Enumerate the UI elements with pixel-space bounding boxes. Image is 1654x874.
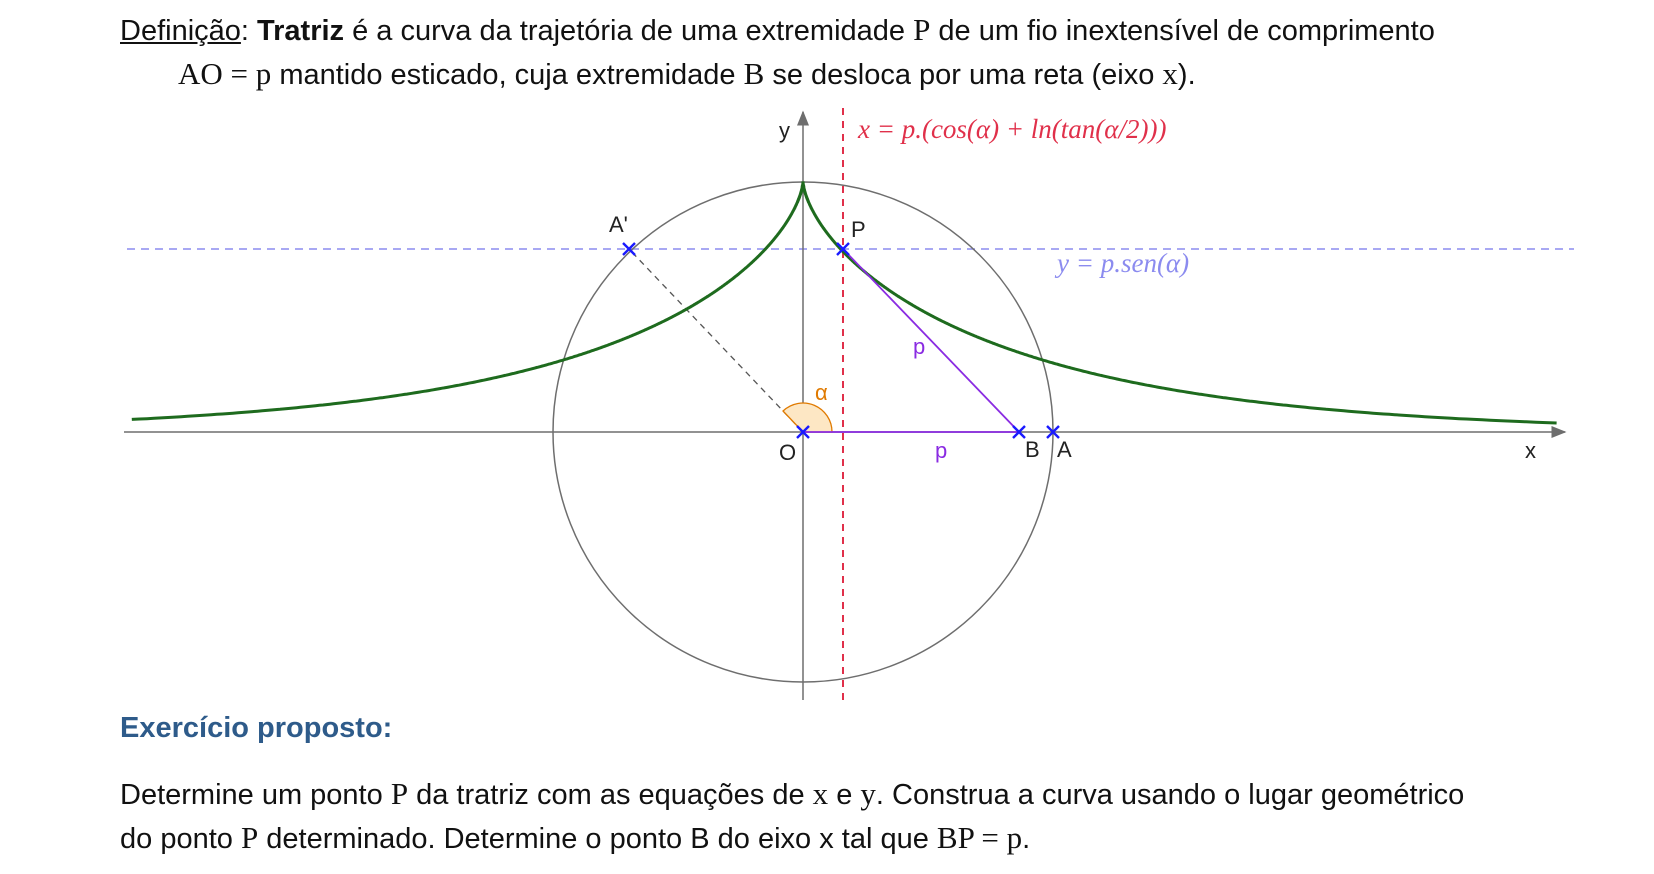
exercise-line-1: Determine um ponto P da tratriz com as e…: [120, 772, 1464, 817]
exercise-text-2-end: .: [1022, 823, 1031, 855]
definition-text-2-mid: se desloca por uma reta (eixo: [764, 59, 1163, 91]
definition-text-1: é a curva da trajetória de uma extremida…: [344, 15, 914, 47]
y-axis-label: y: [779, 118, 790, 143]
segment-p-b: [842, 248, 1020, 433]
axis-x-ref: x: [1162, 56, 1178, 91]
point-a-prime-marker: [622, 242, 636, 256]
label-p-segment-ob: p: [935, 438, 947, 463]
exercise-line-2: do ponto P determinado. Determine o pont…: [120, 816, 1030, 861]
point-a-marker: [1046, 425, 1060, 439]
label-a-prime: A': [609, 212, 628, 237]
tratriz-name: Tratriz: [257, 15, 345, 47]
x-equation-label: x = p.(cos(α) + ln(tan(α/2))): [857, 114, 1166, 144]
label-a: A: [1057, 437, 1072, 462]
definition-text-1-end: de um fio inextensível de comprimento: [930, 15, 1435, 47]
label-p: P: [851, 217, 866, 242]
point-o-marker: [796, 425, 810, 439]
label-p-segment-pb: p: [913, 334, 925, 359]
label-b: B: [1025, 437, 1040, 462]
exercise-y: y: [860, 776, 876, 811]
label-o: O: [779, 440, 796, 465]
definition-text-2-end: ).: [1177, 59, 1196, 91]
exercise-title: Exercício proposto:: [120, 712, 393, 744]
definition-text-2: mantido esticado, cuja extremidade: [271, 59, 744, 91]
exercise-text-1b: da tratriz com as equações de: [408, 779, 813, 811]
exercise-text-1c: . Construa a curva usando o lugar geomét…: [875, 779, 1465, 811]
point-b-ref: B: [743, 56, 765, 91]
exercise-x: x: [812, 776, 829, 811]
x-axis-label: x: [1525, 438, 1536, 463]
definition-line-1: Definição: Tratriz é a curva da trajetór…: [120, 8, 1435, 53]
tractrix-figure: y x O P A' B A α p p x = p.(cos(α) + ln(…: [124, 108, 1574, 700]
definition-line-2: AO = p mantido esticado, cuja extremidad…: [178, 52, 1196, 97]
o-to-a-prime-dashed: [628, 248, 804, 433]
tractrix-curve: [131, 181, 1557, 425]
point-b-marker: [1012, 425, 1026, 439]
exercise-text-2a: do ponto: [120, 823, 241, 855]
point-p-ref: P: [913, 12, 931, 47]
y-equation-label: y = p.sen(α): [1054, 248, 1189, 278]
definition-term: Definição: [120, 15, 241, 47]
exercise-text-2b: determinado. Determine o ponto B do eixo…: [258, 823, 937, 855]
ao-equals-p: AO = p: [178, 56, 272, 91]
exercise-bp-eq-p: BP = p: [936, 820, 1023, 855]
exercise-and: e: [828, 779, 861, 811]
exercise-text-1a: Determine um ponto: [120, 779, 391, 811]
exercise-point-p: P: [390, 776, 409, 811]
definition-colon: :: [240, 15, 249, 47]
alpha-angle-arc: [782, 402, 833, 433]
exercise-point-p-2: P: [240, 820, 259, 855]
label-alpha: α: [815, 380, 828, 405]
point-p-marker: [836, 242, 850, 256]
